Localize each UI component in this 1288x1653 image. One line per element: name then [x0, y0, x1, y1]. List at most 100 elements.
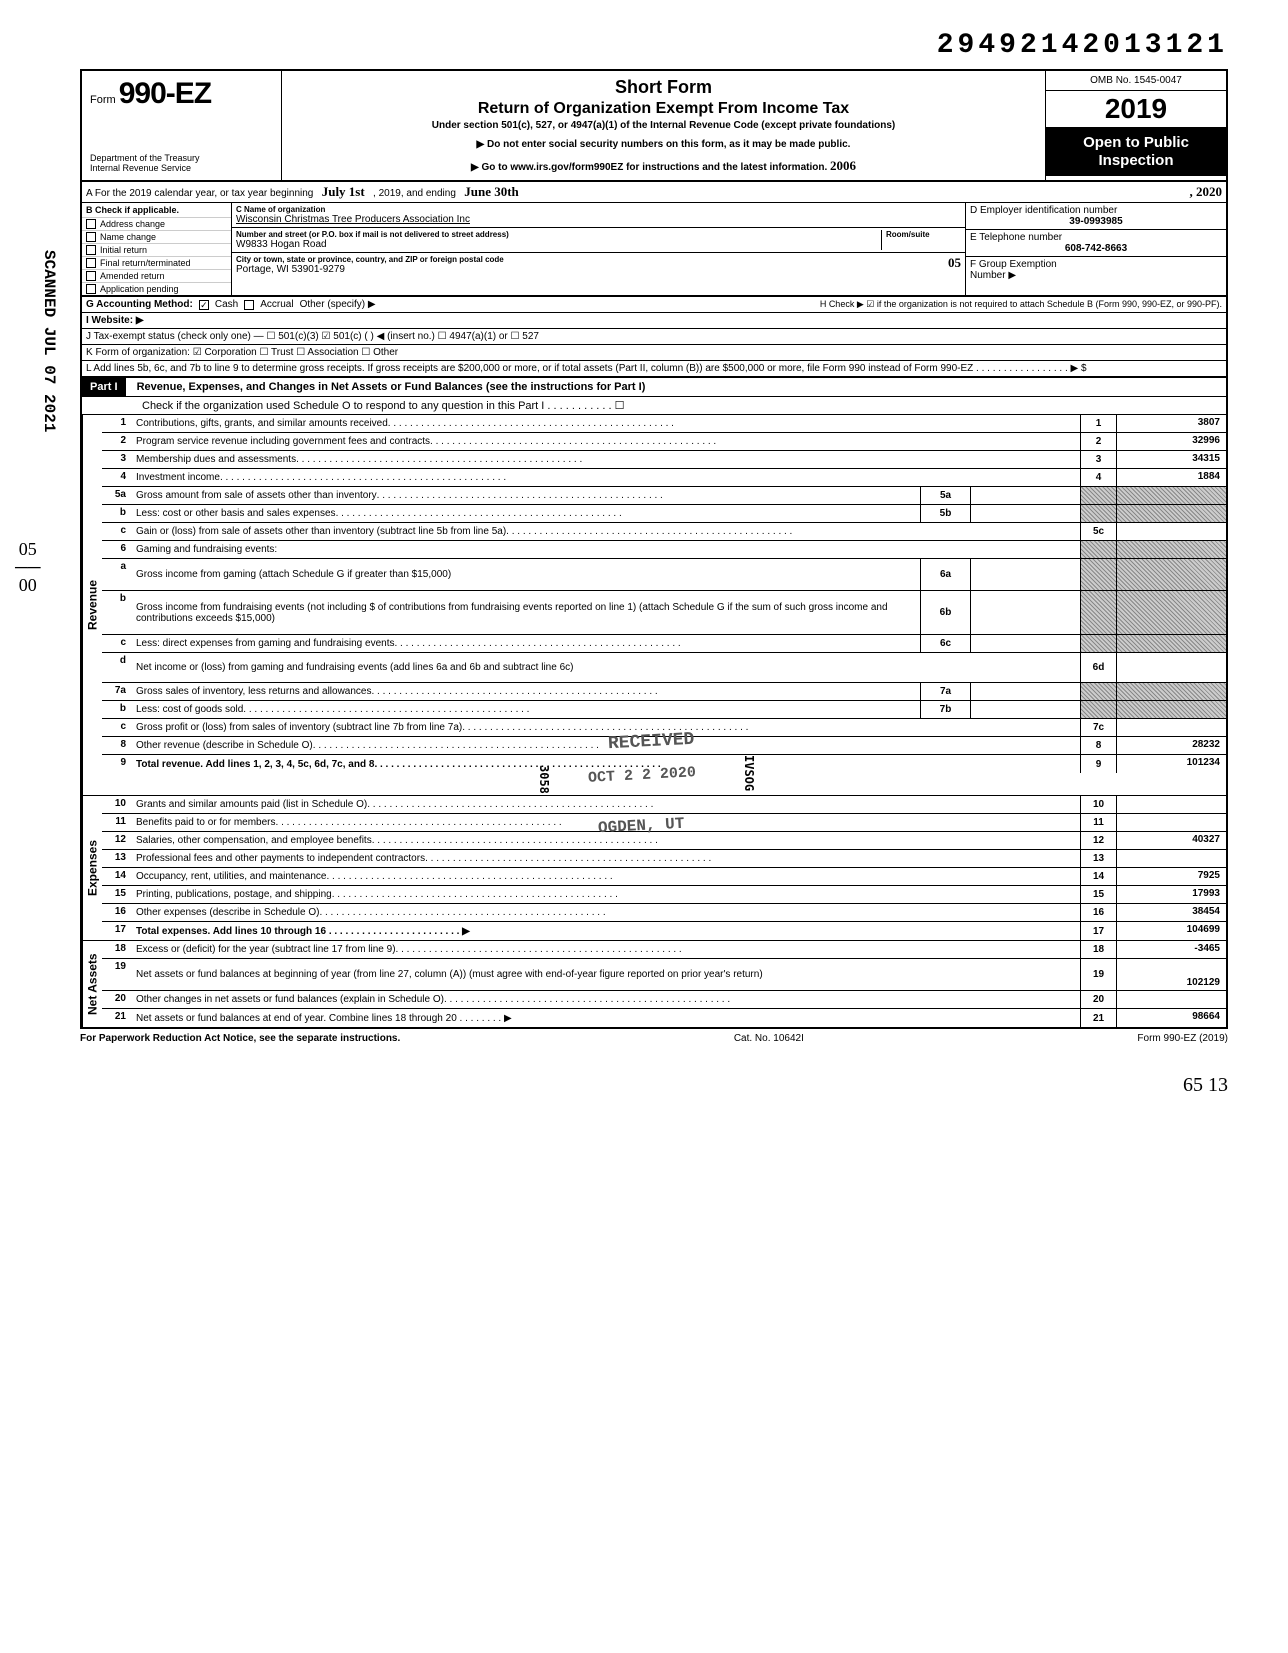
ln-6a-m: 6a	[920, 559, 970, 590]
ln-3-n: 3	[102, 451, 132, 468]
section-revenue: Revenue	[82, 415, 102, 795]
ln-13-n: 13	[102, 850, 132, 867]
footer-mid: Cat. No. 10642I	[734, 1033, 804, 1044]
ln-17-v: 104699	[1116, 922, 1226, 940]
check-amended[interactable]	[86, 271, 96, 281]
ln-5c-r: 5c	[1080, 523, 1116, 540]
ln-1-d: Contributions, gifts, grants, and simila…	[132, 415, 1080, 432]
org-address: W9833 Hogan Road	[236, 239, 881, 250]
ln-7a-m: 7a	[920, 683, 970, 700]
check-cash[interactable]: ✓	[199, 300, 209, 310]
section-expenses: Expenses	[82, 796, 102, 940]
ln-2-r: 2	[1080, 433, 1116, 450]
ln-7a-mv	[970, 683, 1080, 700]
ln-2-d: Program service revenue including govern…	[132, 433, 1080, 450]
ln-18-v: -3465	[1116, 941, 1226, 958]
footer-right: Form 990-EZ (2019)	[1137, 1033, 1228, 1044]
ln-11-r: 11	[1080, 814, 1116, 831]
ln-6a-sv	[1116, 559, 1226, 590]
top-barcode-number: 29492142013121	[80, 30, 1228, 61]
check-accrual[interactable]	[244, 300, 254, 310]
tel-value: 608-742-8663	[970, 243, 1222, 254]
row-a-pre: A For the 2019 calendar year, or tax yea…	[86, 188, 313, 199]
ln-10-v	[1116, 796, 1226, 813]
ln-16-d: Other expenses (describe in Schedule O)	[132, 904, 1080, 921]
ln-11-n: 11	[102, 814, 132, 831]
ln-18-n: 18	[102, 941, 132, 958]
ln-10-n: 10	[102, 796, 132, 813]
section-netassets: Net Assets	[82, 941, 102, 1027]
ln-20-n: 20	[102, 991, 132, 1008]
check-name[interactable]	[86, 232, 96, 242]
instr-hand: 2006	[830, 158, 856, 173]
ln-17-n: 17	[102, 922, 132, 940]
label-name-change: Name change	[100, 232, 156, 242]
ln-6c-d: Less: direct expenses from gaming and fu…	[132, 635, 920, 652]
ln-21-r: 21	[1080, 1009, 1116, 1027]
ln-6b-m: 6b	[920, 591, 970, 634]
ln-20-v	[1116, 991, 1226, 1008]
ln-9-r: 9	[1080, 755, 1116, 773]
row-a: A For the 2019 calendar year, or tax yea…	[80, 182, 1228, 203]
ln-3-v: 34315	[1116, 451, 1226, 468]
check-address[interactable]	[86, 219, 96, 229]
name-label: C Name of organization	[236, 205, 961, 214]
part-1-check: Check if the organization used Schedule …	[82, 396, 1226, 414]
open-public-1: Open to Public	[1048, 134, 1224, 152]
ln-7c-n: c	[102, 719, 132, 736]
label-cash: Cash	[215, 299, 238, 310]
ln-15-v: 17993	[1116, 886, 1226, 903]
part-1-label: Part I	[82, 378, 126, 396]
footer-left: For Paperwork Reduction Act Notice, see …	[80, 1033, 400, 1044]
ln-2-n: 2	[102, 433, 132, 450]
ln-17-r: 17	[1080, 922, 1116, 940]
row-l: L Add lines 5b, 6c, and 7b to line 9 to …	[86, 363, 1087, 374]
room-label: Room/suite	[886, 230, 961, 239]
ln-13-d: Professional fees and other payments to …	[132, 850, 1080, 867]
label-pending: Application pending	[100, 284, 179, 294]
row-i: I Website: ▶	[86, 315, 144, 326]
ln-13-v	[1116, 850, 1226, 867]
footer: For Paperwork Reduction Act Notice, see …	[80, 1033, 1228, 1044]
ln-6d-v	[1116, 653, 1226, 682]
ln-6c-sv	[1116, 635, 1226, 652]
check-final[interactable]	[86, 258, 96, 268]
ln-11-v	[1116, 814, 1226, 831]
label-initial: Initial return	[100, 245, 147, 255]
ln-5a-sv	[1116, 487, 1226, 504]
ein-value: 39-0993985	[970, 216, 1222, 227]
ln-14-r: 14	[1080, 868, 1116, 885]
ln-6a-s	[1080, 559, 1116, 590]
ln-5b-n: b	[102, 505, 132, 522]
stamp-side1: 3058	[537, 765, 551, 794]
ln-12-n: 12	[102, 832, 132, 849]
ln-15-r: 15	[1080, 886, 1116, 903]
ln-6-d: Gaming and fundraising events:	[132, 541, 1080, 558]
ln-12-v: 40327	[1116, 832, 1226, 849]
addr-label: Number and street (or P.O. box if mail i…	[236, 230, 881, 239]
open-public-2: Inspection	[1048, 152, 1224, 170]
ln-3-r: 3	[1080, 451, 1116, 468]
ln-14-d: Occupancy, rent, utilities, and maintena…	[132, 868, 1080, 885]
ln-15-d: Printing, publications, postage, and shi…	[132, 886, 1080, 903]
ln-4-n: 4	[102, 469, 132, 486]
ln-14-v: 7925	[1116, 868, 1226, 885]
ln-7b-sv	[1116, 701, 1226, 718]
ln-5a-d: Gross amount from sale of assets other t…	[132, 487, 920, 504]
check-initial[interactable]	[86, 245, 96, 255]
form-number: 990-EZ	[119, 77, 211, 110]
check-pending[interactable]	[86, 284, 96, 294]
ln-6-s	[1080, 541, 1116, 558]
ln-19-d: Net assets or fund balances at beginning…	[132, 959, 1080, 990]
ln-5a-m: 5a	[920, 487, 970, 504]
room-hand: 05	[901, 255, 961, 275]
ln-6b-n: b	[102, 591, 132, 634]
row-j: J Tax-exempt status (check only one) — ☐…	[86, 331, 539, 342]
page-corner: 65 13	[80, 1074, 1228, 1097]
ln-6d-n: d	[102, 653, 132, 682]
ln-6a-n: a	[102, 559, 132, 590]
ln-6a-mv	[970, 559, 1080, 590]
ln-6b-d: Gross income from fundraising events (no…	[132, 591, 920, 634]
ln-6d-r: 6d	[1080, 653, 1116, 682]
tel-label: E Telephone number	[970, 232, 1222, 243]
